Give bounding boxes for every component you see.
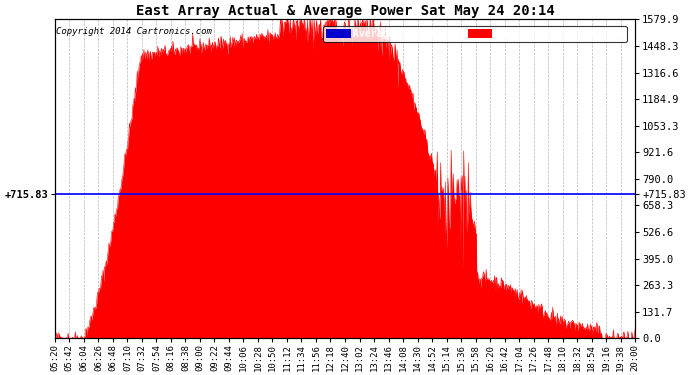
- Title: East Array Actual & Average Power Sat May 24 20:14: East Array Actual & Average Power Sat Ma…: [136, 4, 554, 18]
- Text: Copyright 2014 Cartronics.com: Copyright 2014 Cartronics.com: [56, 27, 212, 36]
- Legend: Average  (DC Watts), East Array  (DC Watts): Average (DC Watts), East Array (DC Watts…: [324, 26, 627, 42]
